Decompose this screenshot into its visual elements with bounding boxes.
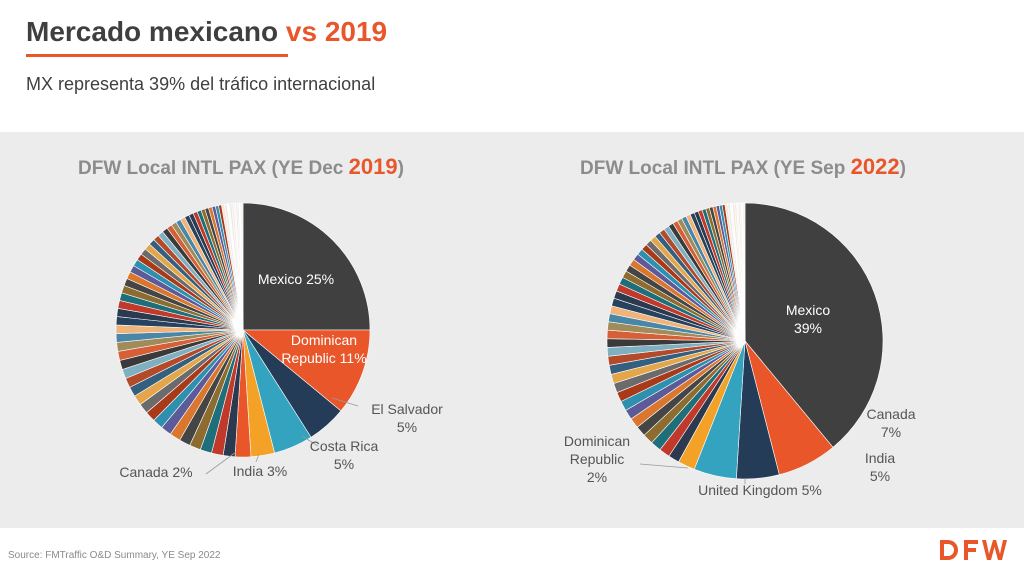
pie-2019-leader-line: [205, 451, 237, 475]
chart-2022-title-year: 2022: [850, 154, 900, 179]
pie-2019-leader-line: [301, 435, 319, 447]
pie-2019-label-dominican-republic: Dominican Republic 11%: [281, 332, 366, 366]
pie-2022-label-dominican-republic: Dominican Republic 2%: [564, 433, 630, 485]
pie-2022-slice-mexico: [744, 202, 884, 448]
pie-chart-2019: Mexico 25% Dominican Republic 11% El Salvad…: [115, 202, 443, 480]
page-title: Mercado mexicano vs 2019: [26, 16, 387, 48]
pie-2019-label-mexico: Mexico 25%: [258, 271, 334, 287]
pie-2022-label-mexico: Mexico 39%: [786, 302, 831, 336]
pie-2022-label-india: India 5%: [865, 450, 896, 484]
pie-2019-label-canada: Canada 2%: [119, 464, 192, 480]
pie-2022-slice-other: [743, 202, 746, 342]
chart-2019-title-bold: DFW: [78, 158, 122, 179]
pie-2022-label-united-kingdom: United Kingdom 5%: [698, 482, 822, 498]
pie-2019-label-india: India 3%: [233, 463, 287, 479]
pie-chart-2022: Mexico 39% Canada 7% India 5% United Kingdom 5…: [564, 202, 916, 498]
page-title-accent: vs 2019: [285, 16, 388, 47]
chart-2022-title-bold: DFW: [580, 158, 624, 179]
pie-2022-leader-line: [639, 463, 689, 469]
title-underline: [26, 54, 288, 57]
pie-2019-leader-line: [255, 453, 260, 463]
pie-2019-label-costa-rica: Costa Rica 5%: [310, 438, 379, 472]
page-title-main: Mercado mexicano: [26, 16, 279, 47]
dfw-logo: [940, 540, 1007, 560]
pie-2019-slice-other: [241, 202, 244, 331]
chart-2022-title-text: Local INTL PAX (YE Sep: [623, 158, 851, 179]
chart-2019-title-close: ): [397, 158, 404, 179]
pie-2022-label-canada: Canada 7%: [866, 406, 915, 440]
pie-2019-leader-line: [331, 397, 359, 407]
pie-2019-label-el-salvador: El Salvador 5%: [371, 401, 443, 435]
pie-2019-slice-dominican-republic: [242, 329, 371, 412]
chart-2022-title-close: ): [899, 158, 906, 179]
page-subtitle: MX representa 39% del tráfico internacio…: [26, 74, 376, 94]
pie-2019-slice-mexico: [242, 202, 371, 331]
chart-2019-title-text: Local INTL PAX (YE Dec: [121, 158, 349, 179]
chart-2019-title-year: 2019: [348, 154, 398, 179]
chart-2022-title: DFW Local INTL PAX (YE Sep 2022): [580, 154, 906, 180]
chart-2019-title: DFW Local INTL PAX (YE Dec 2019): [78, 154, 404, 180]
source-note: Source: FMTraffic O&D Summary, YE Sep 20…: [8, 550, 221, 561]
